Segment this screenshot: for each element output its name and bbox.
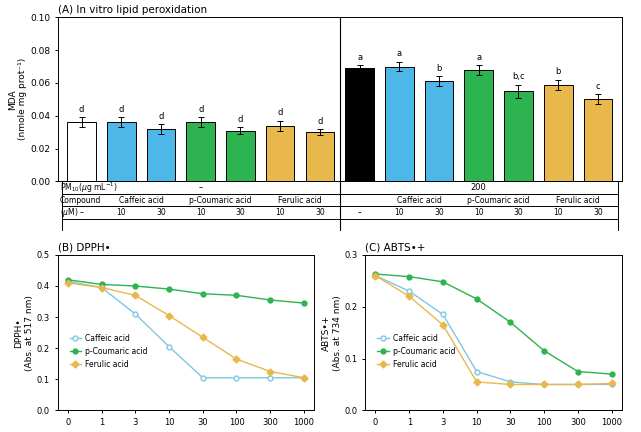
Bar bbox=[425, 81, 453, 181]
Bar bbox=[226, 130, 254, 181]
Legend: Caffeic acid, p-Coumaric acid, Ferulic acid: Caffeic acid, p-Coumaric acid, Ferulic a… bbox=[67, 331, 151, 372]
Bar bbox=[187, 122, 215, 181]
Text: 30: 30 bbox=[315, 208, 325, 217]
Text: 200: 200 bbox=[471, 183, 487, 192]
Bar bbox=[67, 122, 96, 181]
Bar bbox=[266, 126, 294, 181]
Text: a: a bbox=[357, 53, 362, 62]
Text: d: d bbox=[119, 105, 124, 114]
Text: p-Coumaric acid: p-Coumaric acid bbox=[189, 196, 252, 205]
Text: d: d bbox=[278, 108, 283, 118]
Text: Ferulic acid: Ferulic acid bbox=[556, 196, 600, 205]
Text: 10: 10 bbox=[553, 208, 563, 217]
Text: b: b bbox=[437, 64, 442, 73]
Bar bbox=[107, 122, 135, 181]
Text: d: d bbox=[79, 105, 84, 114]
Y-axis label: DPPH•
(Abs. at 517 nm): DPPH• (Abs. at 517 nm) bbox=[15, 295, 34, 371]
Text: (B) DPPH•: (B) DPPH• bbox=[58, 243, 110, 253]
Text: (C) ABTS•+: (C) ABTS•+ bbox=[365, 243, 426, 253]
Text: a: a bbox=[397, 49, 402, 58]
Y-axis label: ABTS•+
(Abs. at 734 nm): ABTS•+ (Abs. at 734 nm) bbox=[322, 295, 342, 371]
Bar bbox=[465, 70, 493, 181]
Bar bbox=[544, 85, 572, 181]
Bar bbox=[584, 99, 612, 181]
Bar bbox=[385, 67, 413, 181]
Text: d: d bbox=[317, 117, 322, 126]
Text: d: d bbox=[158, 112, 163, 121]
Text: 30: 30 bbox=[156, 208, 166, 217]
Bar bbox=[306, 132, 334, 181]
Text: 10: 10 bbox=[276, 208, 285, 217]
Legend: Caffeic acid, p-Coumaric acid, Ferulic acid: Caffeic acid, p-Coumaric acid, Ferulic a… bbox=[374, 331, 458, 372]
Text: c: c bbox=[595, 82, 600, 91]
Text: –: – bbox=[199, 183, 203, 192]
Text: b,c: b,c bbox=[512, 72, 525, 81]
Text: 10: 10 bbox=[196, 208, 206, 217]
Text: p-Coumaric acid: p-Coumaric acid bbox=[467, 196, 530, 205]
Text: 30: 30 bbox=[513, 208, 523, 217]
Text: Ferulic acid: Ferulic acid bbox=[278, 196, 322, 205]
Text: PM$_{10}$($\mu$g mL$^{-1}$): PM$_{10}$($\mu$g mL$^{-1}$) bbox=[60, 181, 117, 195]
Text: 10: 10 bbox=[474, 208, 483, 217]
Text: a: a bbox=[476, 53, 481, 62]
Text: (A) In vitro lipid peroxidation: (A) In vitro lipid peroxidation bbox=[58, 5, 207, 15]
Text: –: – bbox=[358, 208, 362, 217]
Text: d: d bbox=[238, 115, 243, 124]
Text: 30: 30 bbox=[593, 208, 603, 217]
Bar bbox=[147, 129, 175, 181]
Text: b: b bbox=[556, 67, 561, 76]
Text: Compound: Compound bbox=[60, 196, 101, 205]
Text: –: – bbox=[79, 208, 83, 217]
Text: 10: 10 bbox=[394, 208, 404, 217]
Text: d: d bbox=[198, 105, 203, 114]
Text: Caffeic acid: Caffeic acid bbox=[119, 196, 163, 205]
Text: 30: 30 bbox=[434, 208, 444, 217]
Y-axis label: MDA
(nmole mg prot⁻¹): MDA (nmole mg prot⁻¹) bbox=[8, 58, 27, 140]
Text: 10: 10 bbox=[117, 208, 126, 217]
Text: ($\mu$M): ($\mu$M) bbox=[60, 206, 78, 219]
Bar bbox=[345, 68, 374, 181]
Bar bbox=[504, 91, 533, 181]
Text: Caffeic acid: Caffeic acid bbox=[397, 196, 442, 205]
Text: 30: 30 bbox=[235, 208, 246, 217]
